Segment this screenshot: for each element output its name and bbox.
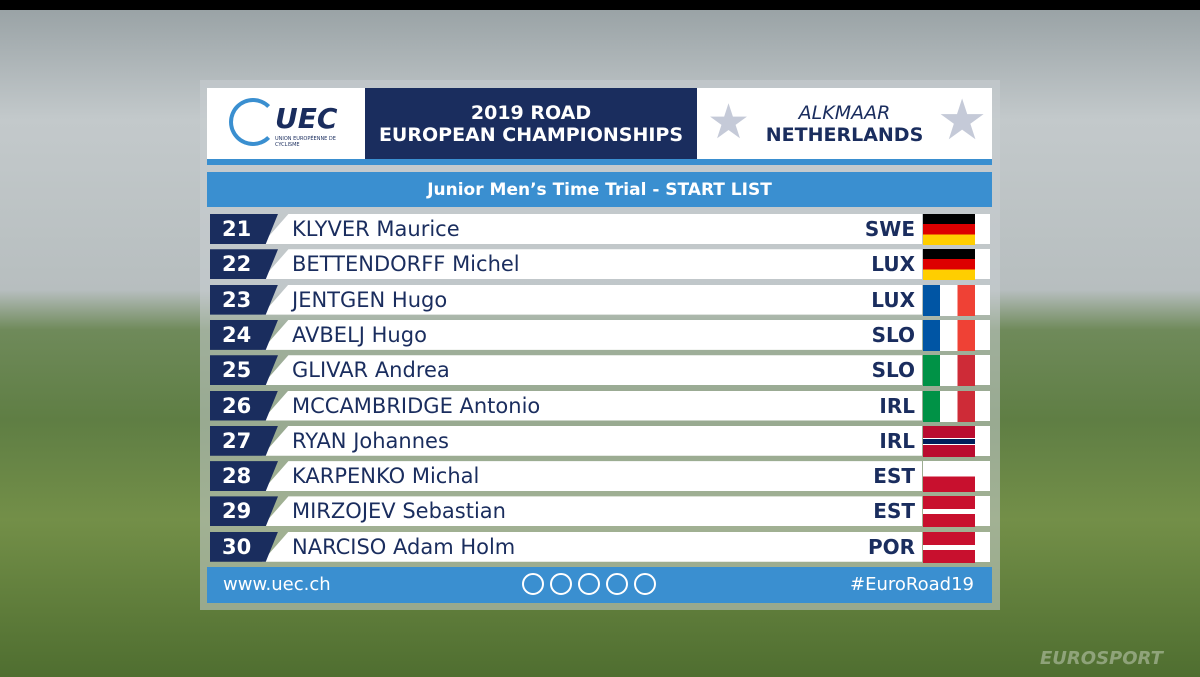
location-box: ★ ★ ALKMAAR NETHERLANDS [697,88,992,165]
icon[interactable] [634,573,656,595]
flag [923,496,975,528]
flag-edge [975,249,990,280]
row-nation: LUX [871,287,915,312]
social-icons [522,573,656,595]
icon[interactable] [606,573,628,595]
logo-mark [229,98,277,146]
row-bib: 29 [210,496,278,527]
flag-edge [975,214,990,244]
watermark: EUROSPORT [1040,648,1163,669]
flag-edge [975,496,990,527]
row-name: GLIVAR Andrea [262,355,922,386]
flag [923,319,975,351]
city: ALKMAAR [798,101,891,124]
footer: www.uec.ch #EuroRoad19 [207,567,992,603]
flag [923,214,975,245]
row-bib: 26 [210,390,278,421]
flag-edge [975,461,990,492]
flag-edge [975,425,990,456]
flag [923,531,975,563]
star: ★ [937,88,988,153]
row-nation: POR [867,534,915,559]
star: ★ [707,94,751,150]
flag [923,355,975,387]
row-nation: EST [873,499,915,524]
row-bib: 23 [210,284,278,315]
row-bib: 22 [210,249,278,280]
logo-text: UEC [275,102,338,135]
flag [923,284,975,316]
logo-box: UEC UNION EUROPÉENNE DE CYCLISME [207,88,365,165]
title-line: 2019 ROAD [470,101,592,124]
row-name: NARCISO Adam Holm [262,531,922,562]
title-box: 2019 ROAD EUROPEAN CHAMPIONSHIPS [365,88,697,165]
row-name: MIRZOJEV Sebastian [262,496,922,527]
row-name: BETTENDORFF Michel [262,249,922,280]
title-line: EUROPEAN CHAMPIONSHIPS [378,123,684,146]
flag [923,249,975,281]
row-name: AVBELJ Hugo [262,319,922,350]
row-bib: 27 [210,425,278,456]
row-nation: IRL [879,428,915,453]
row-bib: 30 [210,531,278,562]
row-name: KLYVER Maurice [262,214,922,244]
row-bib: 21 [210,214,278,244]
row-name: KARPENKO Michal [262,461,922,492]
subtitle: Junior Men’s Time Trial - START LIST [207,172,992,207]
flag-edge [975,390,990,421]
flag [923,425,975,457]
footer-hashtag: #EuroRoad19 [850,574,974,595]
icon[interactable] [522,573,544,595]
footer-url: www.uec.ch [223,574,331,595]
flag-edge [975,355,990,386]
row-nation: SLO [871,358,915,383]
row-name: RYAN Johannes [262,425,922,456]
icon[interactable] [578,573,600,595]
row-nation: IRL [879,393,915,418]
flag-edge [975,531,990,562]
row-nation: LUX [871,252,915,277]
row-name: JENTGEN Hugo [262,284,922,315]
flag [923,390,975,422]
row-nation: SWE [864,217,915,241]
row-nation: EST [873,464,915,489]
flag [923,461,975,493]
logo-subtitle: UNION EUROPÉENNE DE CYCLISME [275,136,336,148]
flag-edge [975,319,990,350]
country: NETHERLANDS [765,123,924,146]
row-nation: SLO [871,322,915,347]
icon[interactable] [550,573,572,595]
row-name: MCCAMBRIDGE Antonio [262,390,922,421]
row-bib: 24 [210,319,278,350]
row-bib: 28 [210,461,278,492]
row-bib: 25 [210,355,278,386]
flag-edge [975,284,990,315]
